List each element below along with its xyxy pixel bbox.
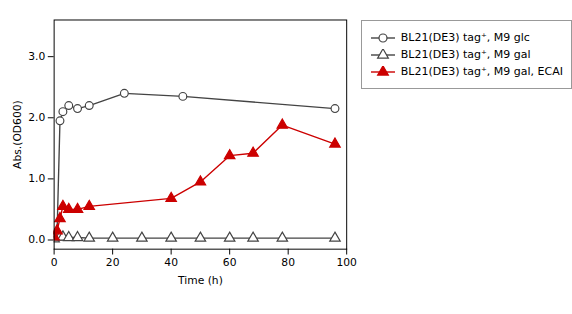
html-text:BL21(DE3) tag⁺, M9 gal: BL21(DE3) tag⁺, M9 gal	[400, 48, 531, 61]
svg-text:Time (h): Time (h)	[177, 274, 223, 287]
svg-text:0: 0	[51, 256, 58, 269]
svg-text:80: 80	[281, 256, 295, 269]
svg-text:60: 60	[223, 256, 237, 269]
svg-text:2.0: 2.0	[28, 111, 45, 124]
svg-text:20: 20	[106, 256, 120, 269]
svg-text:Abs.(OD600): Abs.(OD600)	[11, 100, 24, 169]
svg-text:3.0: 3.0	[28, 50, 45, 63]
html-text:BL21(DE3) tag⁺, M9 glc: BL21(DE3) tag⁺, M9 glc	[400, 31, 530, 44]
html-text:BL21(DE3) tag⁺, M9 gal, ECAI: BL21(DE3) tag⁺, M9 gal, ECAI	[400, 65, 563, 78]
svg-text:0.0: 0.0	[28, 233, 45, 246]
svg-text:100: 100	[336, 256, 357, 269]
svg-text:1.0: 1.0	[28, 172, 45, 185]
svg-text:40: 40	[164, 256, 178, 269]
